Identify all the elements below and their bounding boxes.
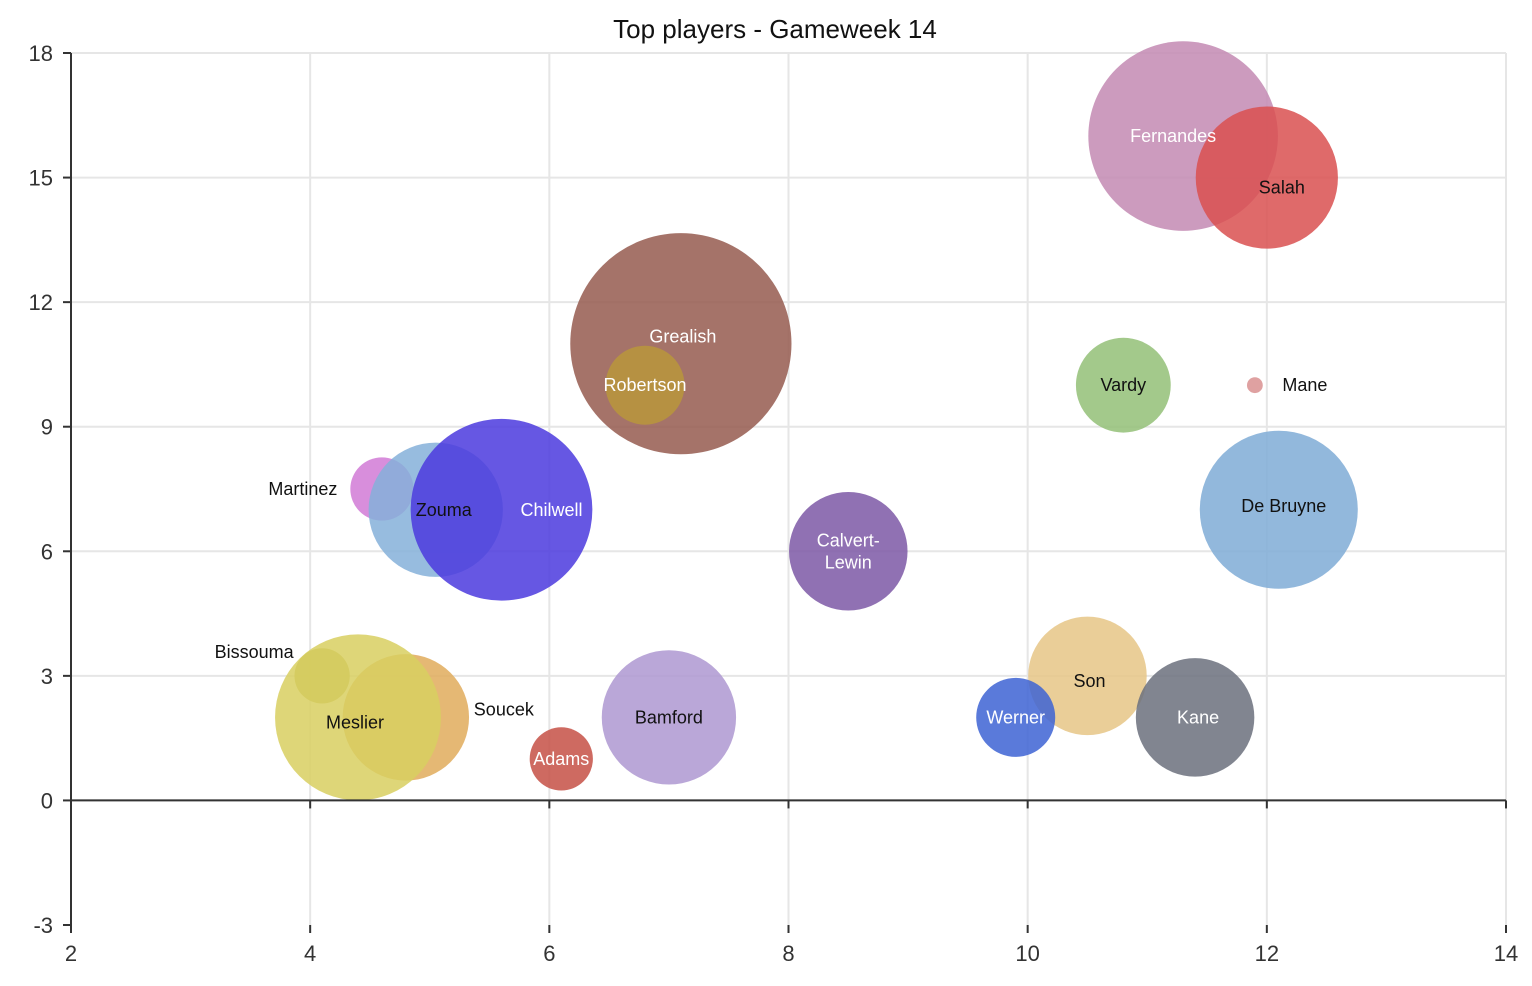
- bubble-label: Calvert-Lewin: [817, 530, 880, 572]
- bubble-label: Son: [1073, 671, 1105, 691]
- bubble-son[interactable]: [1028, 616, 1147, 736]
- bubble-salah[interactable]: [1195, 106, 1338, 249]
- bubble-label: Martinez: [268, 479, 337, 499]
- y-tick-label: 9: [41, 415, 53, 440]
- bubble-werner[interactable]: [976, 677, 1056, 757]
- y-tick-label: -3: [33, 913, 53, 938]
- bubble-calvert-lewin[interactable]: [789, 492, 908, 611]
- bubble-robertson[interactable]: [605, 345, 685, 425]
- y-tick-label: 15: [29, 166, 53, 191]
- y-tick-label: 18: [29, 41, 53, 66]
- x-tick-label: 12: [1255, 941, 1279, 966]
- y-tick-label: 3: [41, 664, 53, 689]
- bubble-label-line: Lewin: [825, 552, 872, 572]
- bubble-label: Robertson: [603, 375, 686, 395]
- bubble-labels: Fernandes Salah Grealish Robertson Vardy Mane…: [215, 126, 1328, 769]
- bubble-bamford[interactable]: [601, 650, 737, 785]
- x-tick-label: 4: [304, 941, 316, 966]
- y-tick-label: 6: [41, 539, 53, 564]
- bubble-label: Meslier: [326, 712, 384, 732]
- bubble-label: De Bruyne: [1241, 496, 1326, 516]
- x-tick-label: 2: [65, 941, 77, 966]
- bubble-label: Soucek: [474, 699, 535, 719]
- bubble-label: Vardy: [1100, 375, 1146, 395]
- x-tick-label: 10: [1015, 941, 1039, 966]
- bubble-label: Werner: [986, 707, 1045, 727]
- bubble-label: Grealish: [649, 327, 716, 347]
- bubble-label: Adams: [533, 749, 589, 769]
- x-tick-label: 6: [543, 941, 555, 966]
- bubble-label: Kane: [1177, 707, 1219, 727]
- bubble-label: Salah: [1259, 178, 1305, 198]
- bubble-chilwell[interactable]: [410, 418, 593, 601]
- bubble-adams[interactable]: [529, 727, 593, 791]
- y-tick-label: 12: [29, 290, 53, 315]
- x-tick-label: 8: [782, 941, 794, 966]
- bubble-series: [275, 41, 1358, 801]
- bubble-meslier[interactable]: [275, 634, 441, 801]
- bubble-label: Zouma: [416, 500, 473, 520]
- bubble-label-line: Calvert-: [817, 530, 880, 550]
- bubble-label: Bissouma: [215, 642, 295, 662]
- bubble-kane[interactable]: [1135, 658, 1255, 777]
- x-tick-label: 14: [1494, 941, 1518, 966]
- bubble-label: Chilwell: [520, 500, 582, 520]
- y-tick-label: 0: [41, 788, 53, 813]
- chart-title: Top players - Gameweek 14: [613, 14, 937, 44]
- axes: 2 4 6 8 10 12 14 -3 0 3 6 9 12 15 18: [29, 41, 1519, 966]
- bubble-mane[interactable]: [1246, 377, 1263, 394]
- bubble-vardy[interactable]: [1075, 337, 1171, 433]
- bubble-label: Mane: [1282, 375, 1327, 395]
- bubble-label: Fernandes: [1130, 126, 1216, 146]
- bubble-de-bruyne[interactable]: [1199, 430, 1358, 589]
- bubble-label: Bamford: [635, 707, 703, 727]
